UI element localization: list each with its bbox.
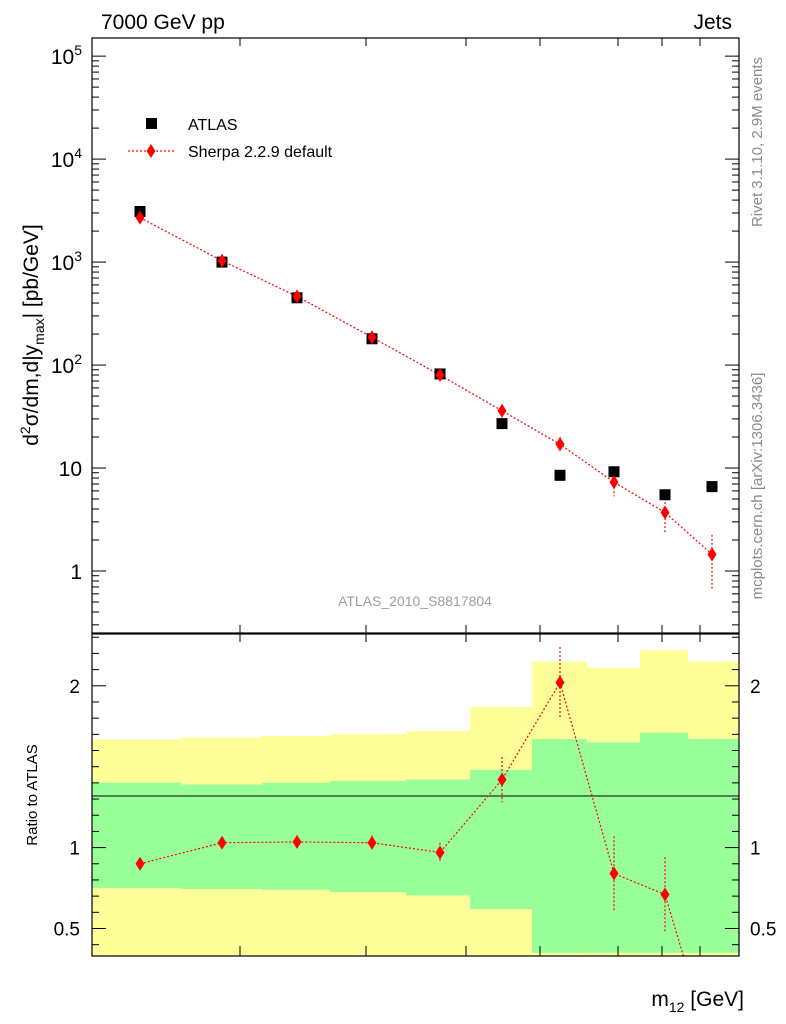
ratio-band-inner-top [330,781,406,893]
ratio-point [135,856,145,871]
main-ytick-label: 105 [51,42,82,69]
ratio-band-outer-low [92,889,181,956]
ratio-band-inner-top [587,742,640,953]
sherpa-point [217,253,227,268]
main-ylabel: d2σ/dm,d|ymax| [pb/GeV] [17,224,47,446]
ratio-ytick-label-left: 1 [69,839,80,860]
atlas-point [608,466,620,478]
main-ytick-label: 1 [70,561,82,584]
ratio-band-outer-low [470,909,532,956]
ratio-point [435,845,445,860]
sherpa-point [609,475,619,490]
ratio-ytick-label-right: 1 [750,839,761,860]
ratio-band-outer-low [181,889,262,956]
ratio-band-inner-top [92,782,181,889]
ratio-frame [91,633,740,957]
ratio-band-outer-low [262,891,330,956]
main-frame [91,37,740,634]
ratio-panel: 0.5 0.5 1 1 2 2 Ratio to ATLAS [24,633,776,959]
x-axis-label: m12 [GeV] [651,988,744,1015]
ratio-ytick-label-left: 0.5 [54,919,80,940]
atlas-point [706,481,718,493]
ratio-point [292,834,302,849]
sherpa-line [139,217,713,555]
header-left: 7000 GeV pp [101,11,225,34]
main-ytick-label: 103 [51,248,82,275]
sherpa-point [435,368,445,383]
sherpa-point [707,547,717,562]
atlas-point [496,418,508,430]
sherpa-point [555,437,565,452]
atlas-point [659,489,671,501]
main-ytick-label: 104 [51,145,82,172]
ratio-ytick-label-left: 2 [69,677,80,698]
ratio-point [609,866,619,881]
ratio-ytick-label-right: 2 [750,677,761,698]
rivet-version-label: Rivet 3.1.10, 2.9M events [749,57,766,227]
ratio-ylabel: Ratio to ATLAS [24,744,41,845]
sherpa-point [135,210,145,225]
ratio-ytick-label-right: 0.5 [750,919,776,940]
main-ytick-label: 102 [51,351,82,378]
ratio-band-outer-low [640,952,688,956]
ratio-band-inner-top [688,739,739,953]
legend-label-atlas: ATLAS [188,117,238,134]
main-marks [134,205,718,591]
ratio-point [555,675,565,690]
main-ytick-label: 10 [59,458,82,481]
sherpa-point [367,330,377,345]
legend-marker-sherpa [146,144,156,158]
header-right: Jets [693,11,732,34]
ratio-marks [135,646,685,959]
legend-label-sherpa: Sherpa 2.2.9 default [188,144,333,161]
ratio-point [217,835,227,850]
main-panel: 1 10 102 103 104 105 ATLAS_2010_S8817804 ATLA… [17,37,740,634]
sherpa-point [292,289,302,304]
main-axes: 1 10 102 103 104 105 [51,38,740,633]
ratio-band-outer-low [532,952,587,956]
source-label: mcplots.cern.ch [arXiv:1306.3436] [749,373,766,600]
sherpa-point [660,505,670,520]
ratio-band-outer-low [330,892,406,956]
ratio-axes: 0.5 0.5 1 1 2 2 [54,634,776,956]
analysis-label: ATLAS_2010_S8817804 [338,593,492,609]
ratio-band-inner-top [640,732,688,953]
ratio-band-inner-top [532,739,587,953]
ratio-point [660,887,670,902]
atlas-point [554,469,566,481]
ratio-band-inner-top [262,782,330,890]
ratio-band-outer-low [406,896,470,956]
legend-marker-atlas [146,118,157,129]
ratio-band-inner-top [406,779,470,896]
ratio-band-inner-top [470,769,532,910]
ratio-band-outer-low [688,952,739,956]
sherpa-point [497,403,507,418]
ratio-point [367,835,377,850]
ratio-point [497,772,507,787]
legend: ATLAS Sherpa 2.2.9 default [128,117,333,161]
ratio-bands [92,650,739,956]
